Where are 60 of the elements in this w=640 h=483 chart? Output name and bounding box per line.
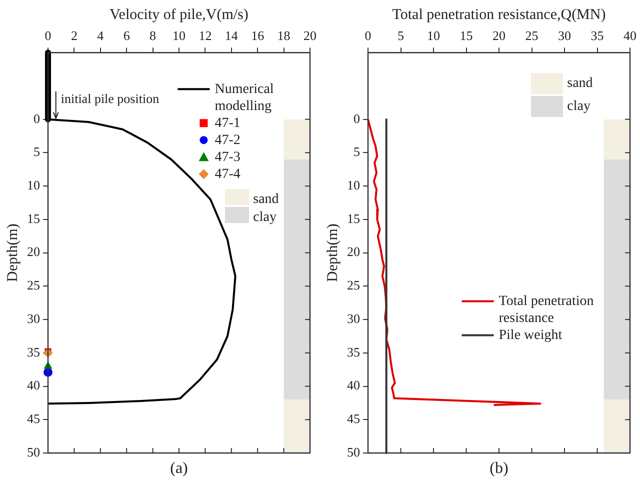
x-tick-label: 35: [590, 28, 604, 44]
x-tick-label: 12: [198, 28, 212, 44]
band-label: clay: [253, 208, 276, 227]
y-tick-label: 15: [347, 210, 360, 226]
y-tick-label: 25: [347, 278, 360, 293]
legend-label: 47-2: [214, 132, 240, 148]
x-tick-label: 8: [150, 28, 156, 44]
x-tick-label: 6: [123, 28, 130, 44]
x-tick-label: 25: [525, 28, 538, 44]
x-tick-label: 20: [304, 28, 316, 44]
y-tick-label: 0: [34, 110, 40, 126]
y-tick-label: 40: [347, 378, 360, 393]
x-tick-label: 2: [70, 28, 78, 44]
y-tick-label: 50: [27, 444, 40, 460]
x-tick-label: 40: [624, 28, 636, 44]
y-tick-label: 45: [27, 411, 40, 426]
legend-label: sand: [253, 190, 279, 209]
x-tick-label: 10: [172, 28, 186, 44]
y-axis-title: Depth(m): [324, 224, 341, 282]
y-tick-label: 50: [347, 444, 360, 460]
legend-label: sand: [567, 74, 593, 93]
y-tick-label: 35: [27, 344, 40, 360]
y-tick-label: 45: [347, 411, 360, 426]
legend-label: 47-1: [214, 116, 240, 131]
y-tick-label: 35: [347, 344, 360, 360]
x-tick-label: 16: [251, 28, 265, 44]
y-tick-label: 10: [27, 177, 40, 192]
y-tick-label: 0: [354, 110, 360, 126]
x-tick-label: 18: [277, 28, 290, 44]
x-tick-label: 4: [97, 28, 104, 44]
x-tick-label: 10: [427, 28, 440, 44]
y-tick-label: 30: [347, 310, 360, 326]
x-tick-label: 5: [398, 28, 404, 44]
x-tick-label: 20: [492, 28, 506, 44]
y-tick-label: 15: [27, 210, 40, 226]
y-tick-label: 25: [27, 278, 40, 293]
y-tick-label: 30: [27, 310, 40, 326]
legend-label: Total penetration resistance: [498, 294, 594, 326]
x-tick-label: 0: [364, 28, 372, 44]
legend-label: 47-3: [214, 150, 240, 165]
x-tick-label: 30: [558, 28, 571, 44]
text: (a): [170, 460, 188, 478]
text: (b): [490, 460, 508, 478]
x-tick-label: 15: [460, 28, 473, 44]
x-tick-label: 0: [44, 28, 52, 44]
y-tick-label: 5: [354, 144, 360, 160]
legend-label: Numerical modelling: [214, 82, 274, 114]
annotation: initial pile position: [60, 90, 160, 106]
x-tick-label: 14: [224, 28, 238, 44]
y-tick-label: 5: [34, 144, 40, 160]
y-tick-label: 10: [347, 177, 360, 192]
y-tick-label: 20: [347, 244, 360, 260]
y-axis-title: Depth(m): [4, 224, 21, 282]
legend-label: clay: [567, 98, 590, 116]
x-axis-title: Total penetration resistance,Q(MN): [392, 6, 606, 23]
legend-label: 47-4: [214, 166, 240, 182]
legend-label: Pile weight: [498, 328, 562, 343]
x-axis-title: Velocity of pile,V(m/s): [110, 6, 248, 23]
y-tick-label: 40: [27, 378, 40, 393]
y-tick-label: 20: [27, 244, 40, 260]
